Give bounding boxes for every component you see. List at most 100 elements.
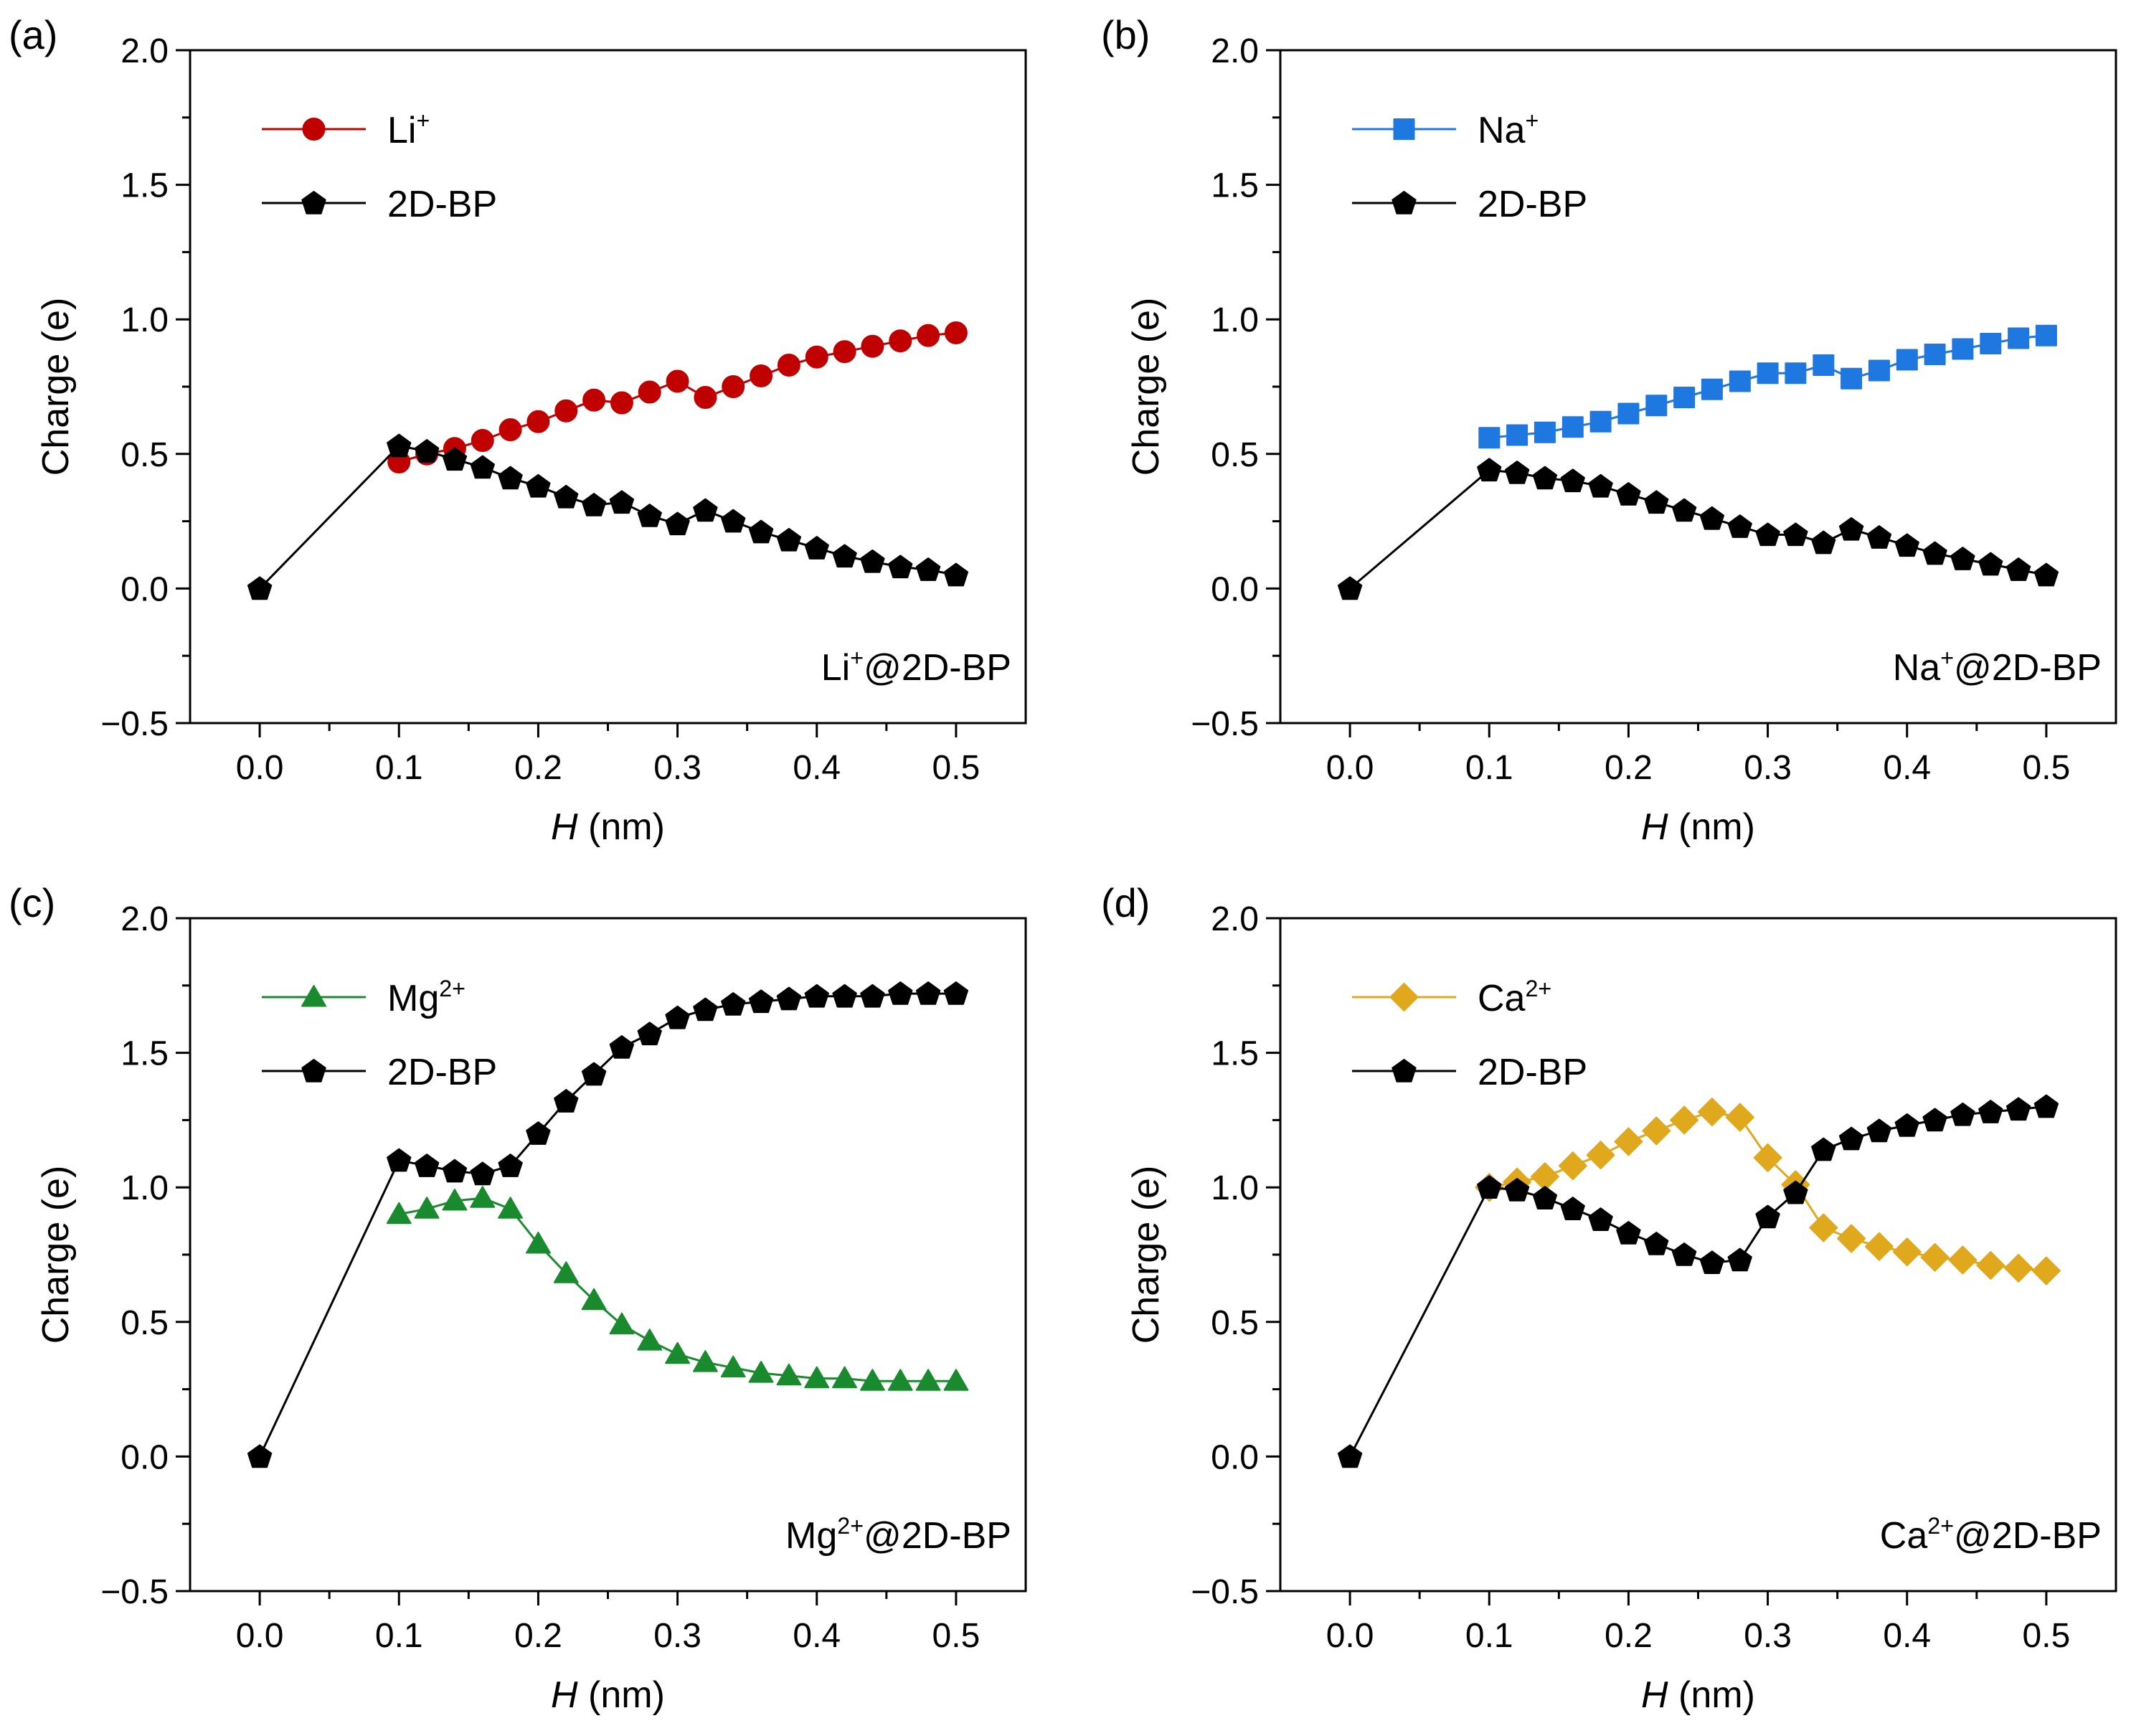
- x-tick-label: 0.3: [1744, 1617, 1792, 1655]
- data-point-p3-s1-1: [386, 1202, 412, 1225]
- data-point-p1-s2-15: [748, 519, 774, 544]
- data-point-p4-s2-10: [1699, 1250, 1725, 1274]
- data-point-p4-s2-7: [1616, 1221, 1641, 1245]
- data-point-p4-s1-17: [1920, 1242, 1950, 1272]
- data-point-p2-s1-5: [1589, 410, 1612, 433]
- legend-marker-p2-s2-0: [1391, 191, 1417, 214]
- data-point-p3-s1-5: [498, 1197, 523, 1219]
- data-point-p3-s1-2: [414, 1197, 440, 1219]
- data-point-p4-s2-17: [1894, 1113, 1919, 1137]
- data-point-p4-s2-11: [1727, 1247, 1752, 1272]
- data-point-p2-s1-20: [2008, 327, 2030, 349]
- data-point-p4-s1-7: [1642, 1116, 1671, 1146]
- data-point-p4-s2-13: [1783, 1180, 1808, 1204]
- x-tick-label: 0.0: [236, 1617, 284, 1655]
- data-point-p1-s2-17: [804, 536, 829, 560]
- data-point-p1-s1-18: [861, 334, 884, 358]
- data-point-p1-s2-13: [693, 498, 718, 522]
- data-point-p1-s1-14: [750, 364, 773, 387]
- legend-label: 2D-BP: [387, 1052, 497, 1093]
- panel-annotation-base: Na: [1893, 647, 1941, 689]
- plot-frame: [189, 917, 1027, 1593]
- legend-label-sup: +: [416, 108, 430, 133]
- panel-annotation-rest: @2D-BP: [864, 647, 1011, 689]
- data-point-p2-s2-2: [1477, 458, 1502, 482]
- data-point-p2-s2-10: [1699, 506, 1725, 530]
- panel-annotation-base: Mg: [785, 1515, 837, 1557]
- data-point-p3-s2-16: [776, 986, 802, 1011]
- data-point-p2-s2-22: [2033, 562, 2059, 587]
- data-point-p1-s1-5: [499, 418, 522, 442]
- data-point-p3-s2-13: [693, 997, 718, 1022]
- data-point-p1-s1-8: [582, 388, 606, 412]
- data-point-p2-s2-15: [1838, 516, 1864, 541]
- panel-annotation-sup: 2+: [1927, 1513, 1954, 1539]
- y-axis-label: Charge (e): [35, 298, 77, 476]
- data-point-p3-s2-8: [554, 1089, 579, 1113]
- data-point-p2-s1-17: [1924, 344, 1946, 365]
- data-point-p1-s2-21: [915, 557, 941, 581]
- data-point-p1-s1-12: [694, 386, 717, 410]
- x-axis-label: H (nm): [551, 806, 665, 848]
- x-axis-label-italic: H: [1641, 1674, 1668, 1716]
- data-point-p1-s2-12: [665, 511, 690, 536]
- panel-annotation: Mg2+@2D-BP: [785, 1513, 1011, 1557]
- legend-label-base: 2D-BP: [1478, 184, 1587, 225]
- data-point-p3-s1-12: [693, 1350, 718, 1372]
- x-axis-label-italic: H: [551, 806, 578, 848]
- data-point-p3-s1-13: [720, 1355, 746, 1378]
- data-point-p1-s1-20: [917, 324, 940, 347]
- data-point-p2-s1-3: [1534, 421, 1556, 443]
- y-tick-label: 2.0: [1211, 900, 1259, 938]
- data-point-p2-s2-8: [1644, 490, 1669, 514]
- data-point-p2-s2-12: [1755, 522, 1780, 547]
- data-point-p3-s2-10: [609, 1035, 635, 1059]
- data-point-p1-s2-19: [860, 549, 885, 573]
- y-tick-label: 0.0: [121, 1438, 169, 1476]
- x-axis-label: H (nm): [1641, 806, 1755, 848]
- data-point-p1-s1-21: [944, 321, 968, 344]
- data-point-p2-s2-17: [1894, 533, 1919, 557]
- legend-label: Ca2+: [1478, 976, 1551, 1019]
- y-tick-label: 1.0: [121, 301, 169, 339]
- chart-panel-3: (c) 0.0 0.1 0.2 0.3 0.4 0.5 −0.5 0.0 0.5 1.0 1.5 2.0…: [9, 880, 1027, 1716]
- legend-marker-p4-s1-0: [1389, 983, 1419, 1011]
- legend-label: Mg2+: [387, 976, 466, 1019]
- data-point-p2-s2-18: [1922, 541, 1947, 565]
- panel-annotation-rest: @2D-BP: [864, 1515, 1011, 1557]
- plot-frame: [1279, 49, 2117, 725]
- panel-label: (b): [1101, 12, 1150, 57]
- data-point-p4-s1-16: [1892, 1237, 1922, 1267]
- data-point-p1-s2-7: [526, 473, 551, 498]
- data-point-p3-s1-17: [832, 1366, 857, 1389]
- data-point-p4-s2-14: [1811, 1137, 1836, 1161]
- plot-frame: [189, 49, 1027, 725]
- x-tick-label: 0.0: [1326, 749, 1374, 787]
- data-point-p1-s1-6: [526, 410, 550, 433]
- data-point-p3-s1-16: [804, 1366, 830, 1389]
- x-tick-label: 0.0: [1326, 1617, 1374, 1655]
- chart-panel-1: (a) 0.0 0.1 0.2 0.3 0.4 0.5 −0.5 0.0 0.5 1.0 1.5 2.0…: [9, 12, 1027, 848]
- data-point-p4-s2-20: [1978, 1100, 2003, 1123]
- data-point-p2-s2-7: [1616, 482, 1641, 506]
- panel-annotation-base: Li: [821, 647, 850, 689]
- data-point-p4-s2-2: [1477, 1175, 1502, 1199]
- data-point-p2-s1-15: [1868, 359, 1890, 382]
- data-point-p2-s2-4: [1532, 466, 1558, 490]
- panel-annotation: Li+@2D-BP: [821, 645, 1011, 689]
- data-point-p4-s2-19: [1950, 1102, 1975, 1126]
- data-point-p2-s1-8: [1673, 387, 1696, 408]
- data-point-p4-s1-14: [1837, 1224, 1866, 1253]
- data-point-p4-s2-3: [1504, 1178, 1530, 1202]
- data-point-p4-s2-6: [1588, 1207, 1613, 1231]
- panel-annotation: Na+@2D-BP: [1893, 645, 2102, 689]
- data-point-p1-s1-9: [610, 391, 633, 415]
- y-tick-label: 1.5: [1211, 167, 1259, 205]
- legend-marker-p3-s1-0: [301, 985, 326, 1007]
- panel-annotation-sup: +: [1940, 645, 1954, 671]
- legend-label-base: 2D-BP: [1478, 1052, 1587, 1093]
- data-point-p4-s1-20: [2004, 1253, 2033, 1283]
- legend-marker-p4-s2-0: [1391, 1059, 1417, 1082]
- data-point-p1-s2-1: [247, 576, 273, 600]
